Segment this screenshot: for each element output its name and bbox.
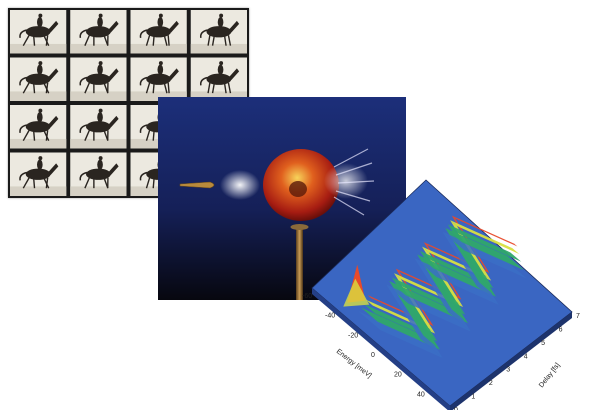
x-axis-label: Energy [meV] (335, 348, 373, 380)
ridge-band (386, 284, 471, 332)
ridge-band (414, 258, 499, 306)
x-tick-label: -60 (302, 293, 312, 300)
y-tick-label: 7 (576, 313, 580, 320)
y-tick-label: 5 (541, 340, 545, 347)
horse-frame (70, 10, 127, 54)
horse-frame (10, 105, 67, 149)
bullet (179, 181, 215, 189)
horse-frame (70, 105, 127, 149)
horse-frame (70, 57, 127, 101)
surface-plot: Energy [meV] Delay [fs] -60-40-200204060… (300, 160, 590, 410)
x-tick-label: -40 (325, 313, 335, 320)
y-axis-ticks: 0 1 2 3 4 5 6 7 (454, 313, 580, 410)
entry-spray (220, 170, 260, 200)
surface-ridges (343, 215, 527, 359)
x-tick-label: -20 (348, 332, 358, 339)
ridge-band (447, 224, 522, 262)
x-tick-label: 40 (417, 391, 425, 398)
horse-silhouette (139, 61, 179, 94)
y-tick-label: 1 (471, 394, 475, 401)
horse-silhouette (19, 13, 59, 47)
horse-silhouette (79, 61, 119, 94)
horse-frame (10, 57, 67, 101)
horse-frame (190, 10, 247, 54)
horse-silhouette (79, 108, 119, 141)
horse-frame (130, 10, 187, 54)
y-tick-label: 2 (489, 380, 493, 387)
x-axis-ticks: -60-40-200204060 (302, 293, 425, 398)
apple-stand (296, 225, 303, 300)
horse-silhouette (139, 13, 179, 46)
horse-silhouette (199, 61, 240, 94)
ridge-band (445, 227, 525, 271)
horse-silhouette (79, 156, 119, 189)
y-tick-label: 0 (454, 407, 458, 410)
horse-frame (10, 10, 67, 54)
ridge-band (451, 215, 518, 247)
horse-frame (130, 57, 187, 101)
ridge-band (361, 307, 441, 350)
horse-silhouette (19, 61, 59, 94)
surface-side-edge (450, 312, 572, 410)
horse-silhouette (19, 156, 59, 189)
horse-frame (70, 152, 127, 196)
y-tick-label: 6 (559, 326, 563, 333)
ridge-band (442, 231, 527, 279)
x-tick-label: 20 (394, 372, 402, 379)
horse-silhouette (19, 108, 59, 142)
horse-silhouette (79, 13, 119, 46)
ridge-band (417, 254, 497, 297)
y-tick-label: 3 (506, 367, 510, 374)
front-peak-shoulder (343, 278, 370, 307)
x-tick-label: 0 (371, 352, 375, 359)
apple-core (289, 181, 307, 197)
ridge-band (450, 220, 520, 255)
surface-plot-svg: Energy [meV] Delay [fs] -60-40-200204060… (302, 179, 580, 410)
exit-spray (324, 148, 375, 216)
ridge-band (389, 281, 469, 324)
horse-silhouette (199, 13, 240, 46)
horse-frame (10, 152, 67, 196)
stand-top (290, 224, 309, 230)
ridge-band (358, 311, 443, 359)
surface-front-edge (312, 288, 450, 410)
horse-frame (190, 57, 247, 101)
y-tick-label: 4 (524, 353, 528, 360)
y-axis-label: Delay [fs] (538, 362, 562, 389)
